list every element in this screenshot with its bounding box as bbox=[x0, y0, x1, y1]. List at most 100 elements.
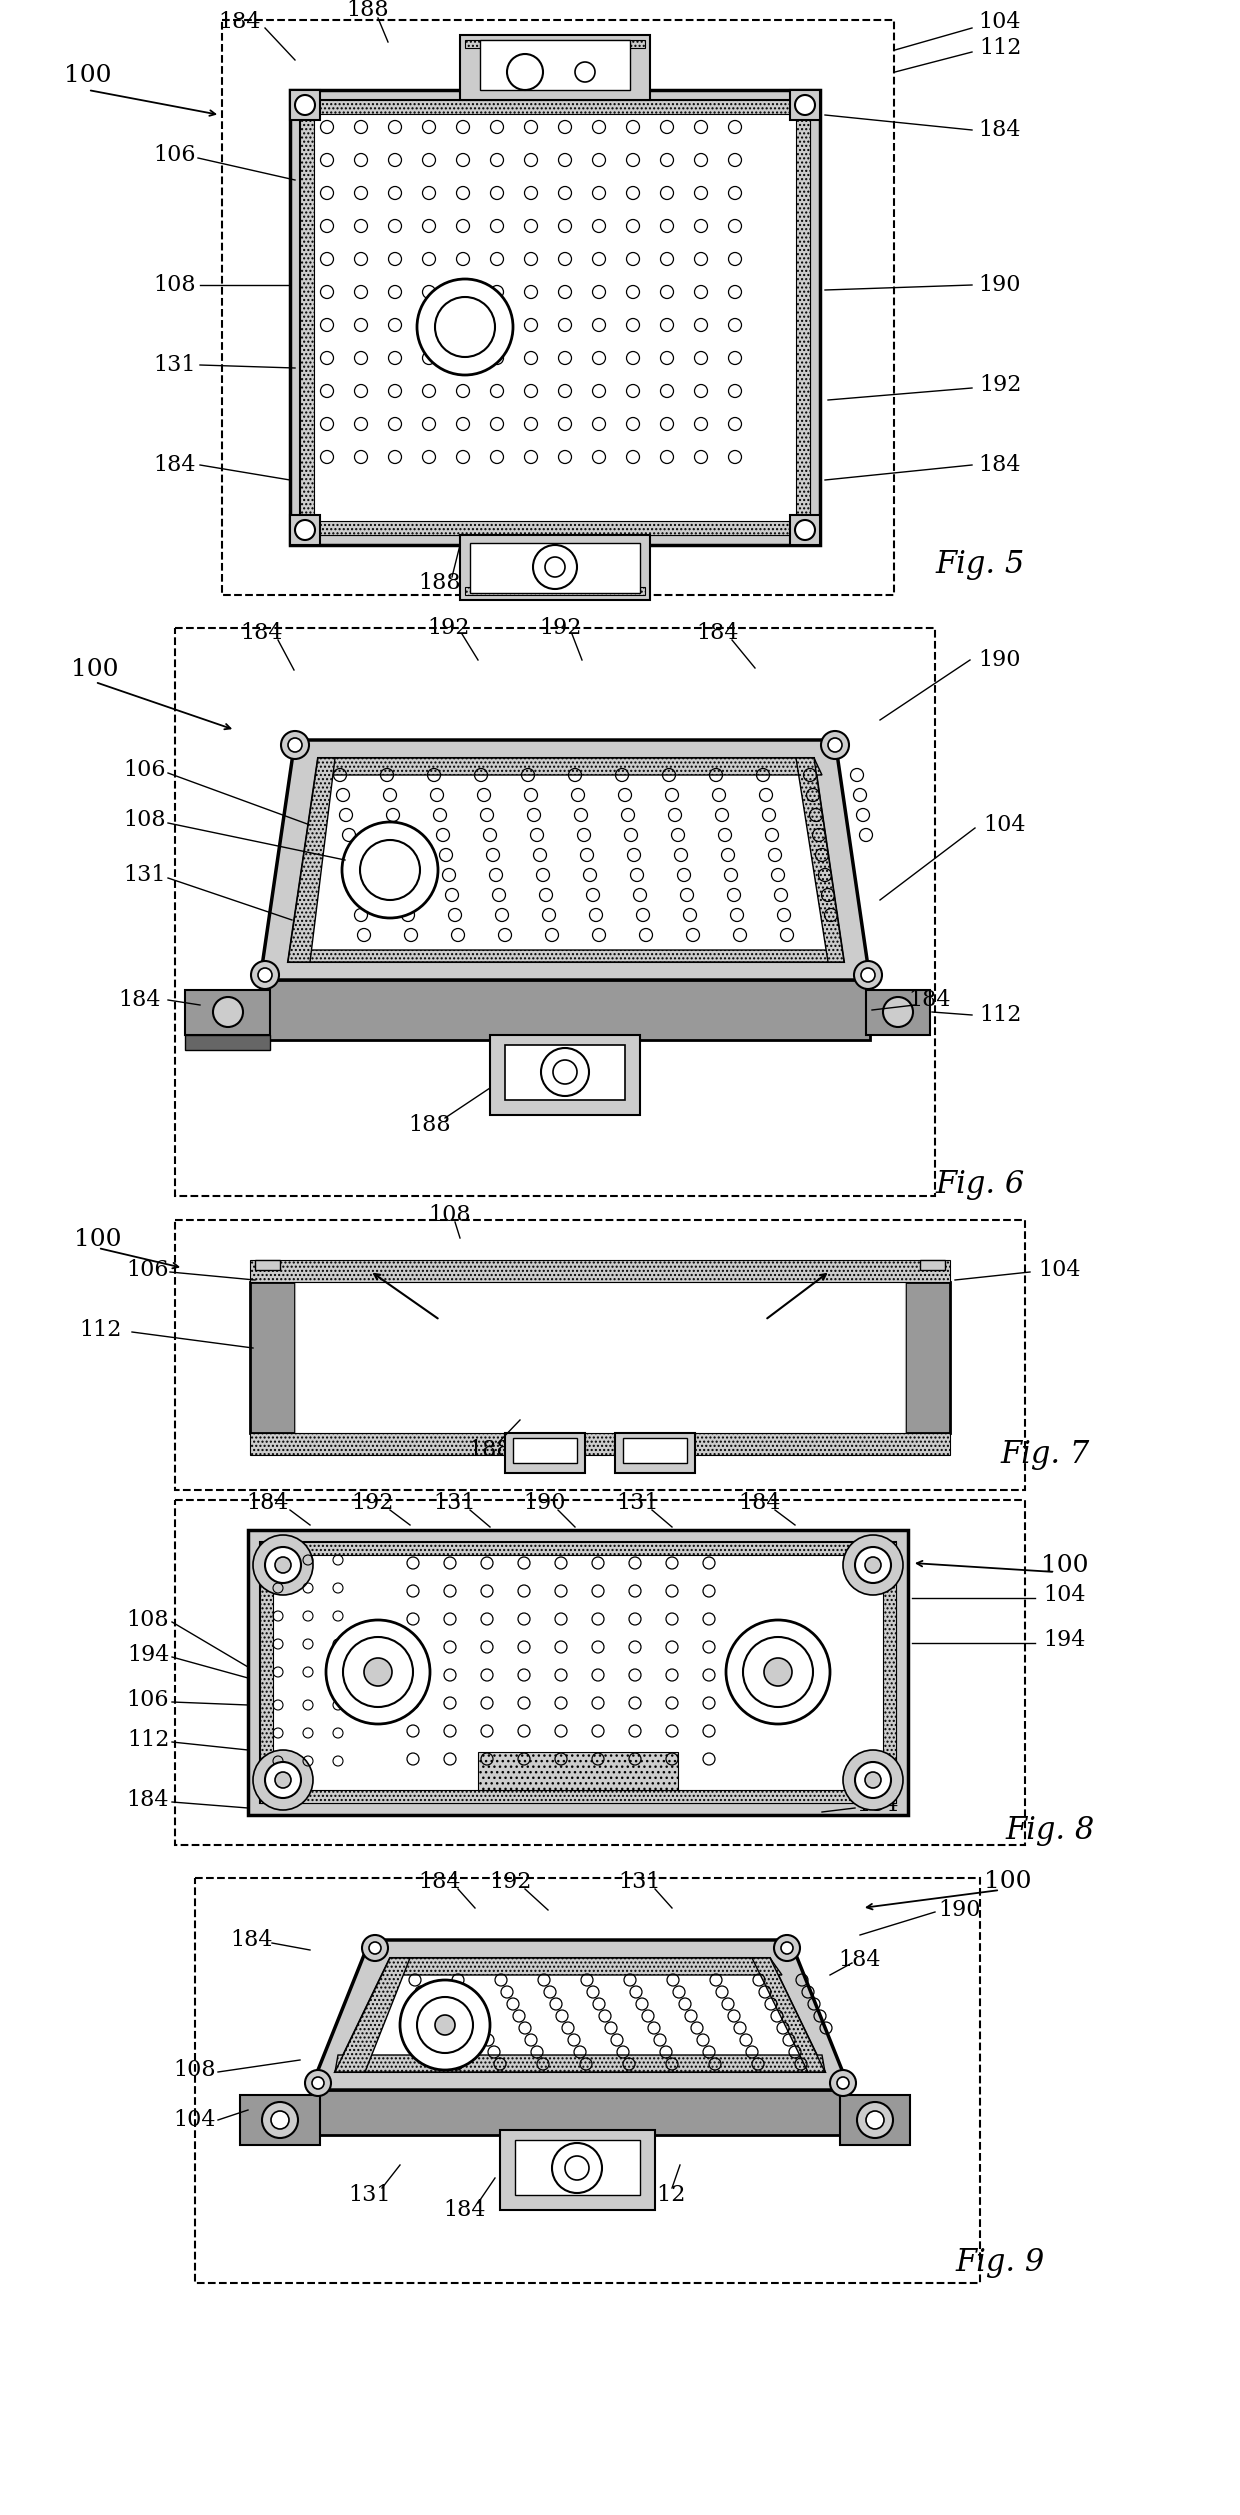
Text: 184: 184 bbox=[739, 1491, 781, 1514]
Bar bbox=[300, 101, 810, 113]
Circle shape bbox=[253, 1750, 312, 1811]
Polygon shape bbox=[391, 1959, 782, 1974]
Bar bbox=[505, 1434, 585, 1474]
Circle shape bbox=[258, 968, 272, 981]
Circle shape bbox=[854, 961, 882, 988]
Bar bbox=[490, 1036, 640, 1114]
Circle shape bbox=[417, 279, 513, 375]
Bar bbox=[290, 91, 320, 121]
Text: 190: 190 bbox=[523, 1491, 567, 1514]
Bar bbox=[515, 2140, 640, 2196]
Text: 131: 131 bbox=[348, 2183, 392, 2206]
Circle shape bbox=[265, 1763, 301, 1798]
Text: 184: 184 bbox=[909, 988, 951, 1011]
Text: 184: 184 bbox=[241, 621, 283, 644]
Circle shape bbox=[533, 546, 577, 589]
Text: 112: 112 bbox=[79, 1318, 122, 1340]
Text: 104: 104 bbox=[174, 2110, 216, 2130]
Text: 112: 112 bbox=[126, 1728, 169, 1750]
Bar bbox=[290, 516, 320, 546]
Polygon shape bbox=[260, 981, 870, 1041]
Bar bbox=[248, 1529, 908, 1816]
Text: 184: 184 bbox=[419, 1871, 461, 1894]
Circle shape bbox=[342, 822, 438, 918]
Bar bbox=[615, 1434, 694, 1474]
Polygon shape bbox=[310, 2090, 849, 2135]
Bar bbox=[185, 1036, 270, 1049]
Text: 100: 100 bbox=[985, 1871, 1032, 1894]
Polygon shape bbox=[905, 1283, 950, 1434]
Circle shape bbox=[866, 1557, 880, 1572]
Text: 106: 106 bbox=[154, 143, 196, 166]
Text: 131: 131 bbox=[616, 1491, 660, 1514]
Text: 100: 100 bbox=[74, 1227, 122, 1252]
Circle shape bbox=[250, 961, 279, 988]
Polygon shape bbox=[839, 2095, 910, 2145]
Text: 190: 190 bbox=[939, 1899, 981, 1921]
Bar bbox=[465, 586, 645, 596]
Bar bbox=[255, 1260, 280, 1270]
Text: 108: 108 bbox=[154, 274, 196, 297]
Circle shape bbox=[281, 732, 309, 760]
Bar bbox=[480, 40, 630, 91]
Circle shape bbox=[795, 96, 815, 116]
Text: 192: 192 bbox=[978, 375, 1022, 395]
Circle shape bbox=[507, 53, 543, 91]
Text: 184: 184 bbox=[978, 455, 1022, 475]
Text: Fig. 9: Fig. 9 bbox=[955, 2246, 1044, 2279]
Bar bbox=[790, 91, 820, 121]
Circle shape bbox=[295, 96, 315, 116]
Polygon shape bbox=[310, 1939, 849, 2090]
Text: 184: 184 bbox=[697, 621, 739, 644]
Circle shape bbox=[843, 1750, 903, 1811]
Bar bbox=[175, 1220, 1025, 1489]
Text: 184: 184 bbox=[857, 1793, 899, 1816]
Polygon shape bbox=[288, 951, 844, 963]
Bar bbox=[505, 1094, 625, 1104]
Text: 192: 192 bbox=[427, 616, 469, 639]
Circle shape bbox=[743, 1637, 813, 1708]
Bar bbox=[790, 516, 820, 546]
Circle shape bbox=[575, 63, 595, 83]
Circle shape bbox=[856, 1763, 892, 1798]
Text: 108: 108 bbox=[174, 2060, 216, 2080]
Bar bbox=[515, 2186, 640, 2193]
Bar bbox=[260, 1542, 897, 1554]
Text: 131: 131 bbox=[434, 1491, 476, 1514]
Circle shape bbox=[343, 1637, 413, 1708]
Polygon shape bbox=[796, 757, 844, 963]
Bar bbox=[300, 101, 810, 536]
Bar bbox=[470, 543, 640, 594]
Text: 131: 131 bbox=[619, 1871, 661, 1894]
Circle shape bbox=[774, 1934, 800, 1962]
Circle shape bbox=[265, 1547, 301, 1582]
Text: 192: 192 bbox=[489, 1871, 531, 1894]
Circle shape bbox=[435, 297, 495, 357]
Circle shape bbox=[828, 737, 842, 752]
Bar bbox=[883, 1554, 897, 1791]
Circle shape bbox=[861, 968, 875, 981]
Circle shape bbox=[435, 2015, 455, 2035]
Circle shape bbox=[866, 1773, 880, 1788]
Text: 108: 108 bbox=[124, 810, 166, 830]
Text: Fig. 8: Fig. 8 bbox=[1006, 1813, 1095, 1846]
Circle shape bbox=[883, 996, 913, 1026]
Circle shape bbox=[552, 2143, 601, 2193]
Text: 184: 184 bbox=[838, 1949, 882, 1972]
Bar bbox=[175, 629, 935, 1197]
Circle shape bbox=[830, 2070, 856, 2095]
Circle shape bbox=[288, 737, 303, 752]
Text: 112: 112 bbox=[978, 1003, 1022, 1026]
Circle shape bbox=[795, 521, 815, 541]
Bar bbox=[295, 1283, 905, 1434]
Bar bbox=[195, 1879, 980, 2284]
Bar bbox=[300, 521, 810, 536]
Text: 106: 106 bbox=[549, 2183, 591, 2206]
Text: 131: 131 bbox=[154, 355, 196, 377]
Circle shape bbox=[857, 2103, 893, 2138]
Bar bbox=[260, 1554, 273, 1791]
Circle shape bbox=[541, 1049, 589, 1097]
Circle shape bbox=[360, 840, 420, 900]
Bar bbox=[250, 1260, 950, 1283]
Bar bbox=[622, 1439, 687, 1464]
